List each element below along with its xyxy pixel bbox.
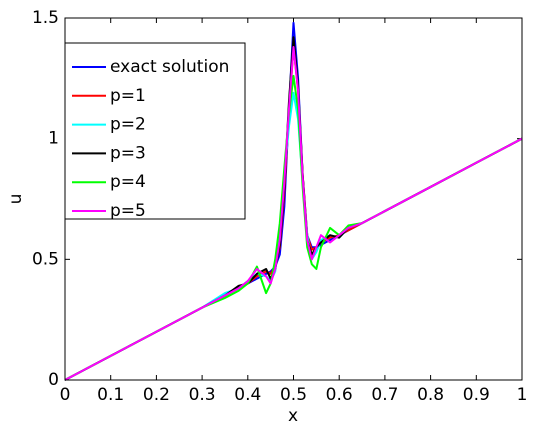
y-axis-label: u	[6, 194, 26, 205]
x-tick-label: 0.5	[280, 385, 307, 405]
x-tick-label: 0.2	[143, 385, 170, 405]
legend-label: exact solution	[110, 57, 229, 77]
y-tick-label: 0	[48, 370, 59, 390]
series-line	[64, 45, 523, 381]
legend-label: p=4	[110, 172, 146, 192]
x-tick-label: 0.7	[371, 385, 398, 405]
x-tick-label: 0.6	[326, 385, 353, 405]
x-tick-label: 0.9	[463, 385, 490, 405]
legend-label: p=1	[110, 86, 146, 106]
y-tick-label: 1.5	[32, 8, 59, 28]
y-tick-label: 0.5	[32, 249, 59, 269]
x-tick-label: 0.4	[234, 385, 261, 405]
y-tick-label: 1	[48, 129, 59, 149]
x-tick-label: 0.1	[97, 385, 124, 405]
legend-label: p=5	[110, 201, 146, 221]
x-axis-label: x	[288, 406, 298, 426]
legend-box	[64, 42, 246, 220]
legend-label: p=2	[110, 115, 146, 135]
x-tick-label: 0.3	[189, 385, 216, 405]
series-line	[64, 74, 523, 381]
x-tick-label: 0.8	[417, 385, 444, 405]
legend-label: p=3	[110, 143, 146, 163]
x-tick-label: 0	[60, 385, 71, 405]
x-tick-label: 1	[517, 385, 528, 405]
